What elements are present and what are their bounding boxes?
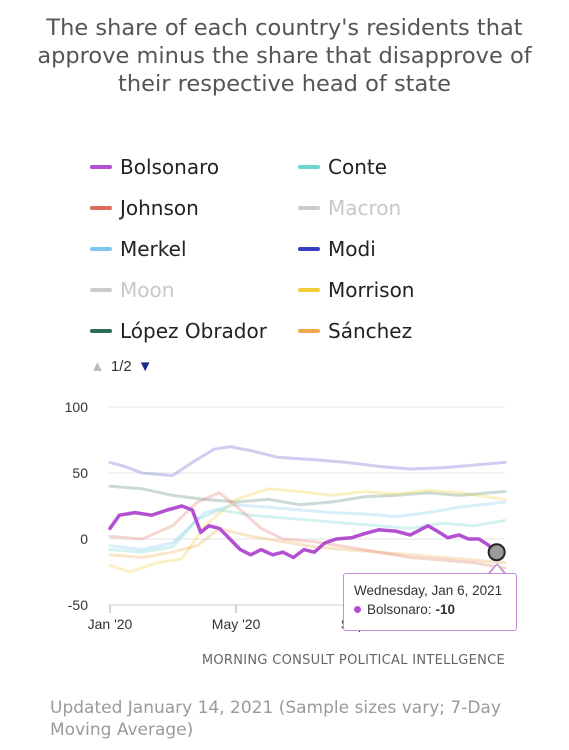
legend-pager: ▲ 1/2 ▼ (90, 358, 153, 375)
legend-label: Sánchez (328, 318, 413, 343)
legend: Bolsonaro Conte Johnson Macron Merkel Modi Moo… (90, 146, 530, 351)
tooltip-value: -10 (435, 602, 456, 617)
y-tick-label: -50 (68, 597, 88, 613)
legend-swatch (90, 164, 112, 169)
x-tick-label: Jan '20 (88, 616, 133, 632)
series-line-modi (108, 445, 507, 478)
legend-item[interactable]: Sánchez (298, 310, 506, 351)
series-line-bolsonaro (108, 504, 499, 560)
tooltip-series: Bolsonaro: (367, 602, 432, 617)
legend-label: Moon (120, 277, 175, 302)
legend-label: Johnson (120, 195, 199, 220)
series-line-merkel (108, 500, 507, 552)
legend-item[interactable]: Johnson (90, 187, 298, 228)
legend-item[interactable]: Morrison (298, 269, 506, 310)
legend-swatch (298, 164, 320, 169)
source-credit: MORNING CONSULT POLITICAL INTELLGENCE (201, 653, 505, 668)
series-line-johnson (108, 491, 507, 570)
triangle-up-icon[interactable]: ▲ (90, 358, 105, 375)
legend-item[interactable]: Modi (298, 228, 506, 269)
legend-item[interactable]: Bolsonaro (90, 146, 298, 187)
legend-item[interactable]: López Obrador (90, 310, 298, 351)
legend-swatch (90, 205, 112, 210)
series-line-morrison (108, 487, 507, 574)
legend-label: Bolsonaro (120, 154, 220, 179)
y-tick-label: 50 (72, 465, 88, 481)
legend-swatch (298, 246, 320, 251)
legend-swatch (90, 287, 112, 292)
series-line-conte (108, 508, 507, 554)
y-tick-label: 0 (80, 531, 88, 547)
legend-item[interactable]: Moon (90, 269, 298, 310)
legend-label: Merkel (120, 236, 187, 261)
footnote: Updated January 14, 2021 (Sample sizes v… (50, 698, 501, 740)
legend-item[interactable]: Merkel (90, 228, 298, 269)
tooltip-caret (488, 563, 506, 574)
legend-label: Macron (328, 195, 402, 220)
series-dot-icon (354, 606, 361, 613)
hover-point-marker (487, 543, 506, 562)
legend-swatch (90, 328, 112, 333)
chart-title: The share of each country's residents th… (37, 15, 532, 97)
x-tick-label: May '20 (212, 616, 261, 632)
y-tick-label: 100 (65, 399, 89, 415)
triangle-down-icon[interactable]: ▼ (137, 358, 153, 375)
legend-item[interactable]: Macron (298, 187, 506, 228)
legend-item[interactable]: Conte (298, 146, 506, 187)
legend-swatch (90, 246, 112, 251)
tooltip: Wednesday, Jan 6, 2021 Bolsonaro: -10 (343, 573, 517, 631)
legend-label: Conte (328, 154, 388, 179)
tooltip-date: Wednesday, Jan 6, 2021 (354, 583, 503, 598)
legend-label: López Obrador (120, 318, 267, 343)
series-line-l-pez-obrador (108, 484, 507, 507)
legend-swatch (298, 328, 320, 333)
legend-swatch (298, 287, 320, 292)
legend-label: Modi (328, 236, 376, 261)
tooltip-row: Bolsonaro: -10 (354, 602, 506, 617)
pager-text: 1/2 (110, 358, 132, 375)
legend-label: Morrison (328, 277, 415, 302)
legend-swatch (298, 205, 320, 210)
series-line-s-nchez (108, 526, 507, 565)
